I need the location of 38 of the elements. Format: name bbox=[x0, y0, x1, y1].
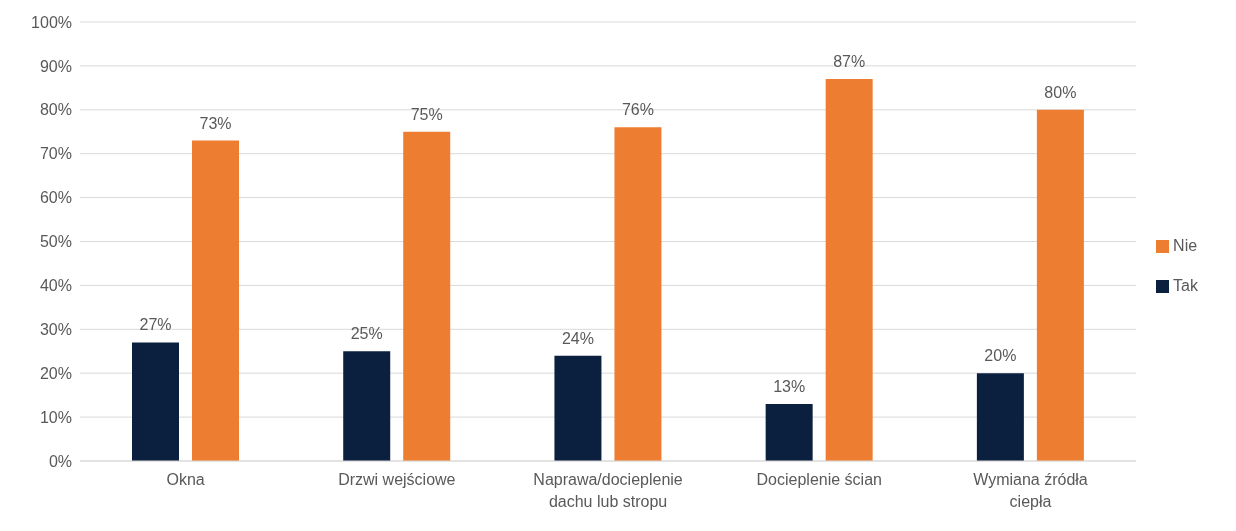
x-tick-label: Docieplenie ścian bbox=[756, 471, 882, 488]
data-label: 87% bbox=[833, 53, 866, 71]
bar bbox=[132, 342, 179, 461]
bar bbox=[825, 79, 873, 461]
y-tick-label: 30% bbox=[39, 320, 72, 338]
data-label: 24% bbox=[561, 329, 594, 347]
y-tick-label: 60% bbox=[39, 189, 72, 207]
data-label: 80% bbox=[1044, 83, 1077, 101]
x-tick-label: Naprawa/docieplenie dachu lub stropu bbox=[533, 471, 683, 510]
x-tick-label: Drzwi wejściowe bbox=[338, 471, 456, 488]
legend-label: Tak bbox=[1173, 276, 1198, 294]
y-tick-label: 80% bbox=[39, 101, 72, 119]
data-label: 27% bbox=[139, 316, 172, 334]
data-label: 13% bbox=[773, 377, 806, 395]
y-tick-label: 40% bbox=[39, 277, 72, 295]
data-label: 73% bbox=[199, 114, 232, 132]
bar bbox=[192, 140, 239, 461]
data-label: 25% bbox=[350, 325, 383, 343]
data-label: 20% bbox=[984, 347, 1017, 365]
x-tick-label: Wymiana źródła ciepła bbox=[973, 471, 1088, 510]
x-tick-label: Okna bbox=[166, 471, 205, 488]
y-tick-label: 100% bbox=[31, 13, 72, 31]
y-tick-label: 70% bbox=[39, 145, 72, 163]
data-label: 75% bbox=[410, 105, 443, 123]
bar bbox=[976, 373, 1024, 461]
bar bbox=[614, 127, 662, 461]
legend-label: Nie bbox=[1173, 236, 1198, 254]
bar bbox=[343, 351, 391, 461]
y-tick-label: 20% bbox=[39, 364, 72, 382]
bar bbox=[1036, 109, 1084, 461]
y-tick-label: 90% bbox=[39, 57, 72, 75]
y-tick-label: 10% bbox=[39, 408, 72, 426]
bar bbox=[554, 355, 602, 461]
y-tick-label: 50% bbox=[39, 233, 72, 251]
bar bbox=[403, 131, 451, 461]
y-tick-label: 0% bbox=[48, 452, 72, 470]
bar bbox=[765, 403, 813, 461]
data-label: 76% bbox=[621, 101, 654, 119]
